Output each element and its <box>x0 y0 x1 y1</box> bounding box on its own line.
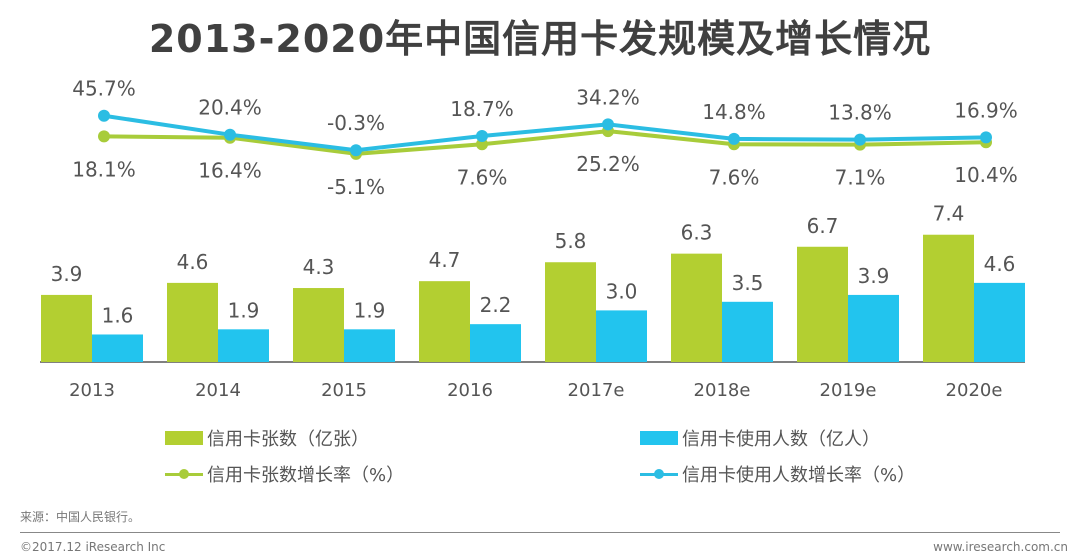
line-data-label: 7.1% <box>835 166 886 190</box>
bar-data-label: 3.0 <box>606 279 638 303</box>
bar-data-label: 4.6 <box>984 252 1016 276</box>
legend-swatch-line <box>640 467 678 481</box>
line-data-label: 16.4% <box>198 159 262 183</box>
bar-user-count <box>470 324 521 362</box>
bar-user-count <box>92 334 143 362</box>
bar-user-count <box>344 329 395 362</box>
line-card-growth <box>103 129 987 156</box>
line-data-label: 34.2% <box>576 85 640 109</box>
point-card-growth <box>98 130 110 143</box>
legend-label: 信用卡使用人数（亿人） <box>682 429 880 450</box>
bar-data-label: 6.7 <box>807 214 839 238</box>
bar-data-label: 1.9 <box>228 298 260 322</box>
line-data-label: 18.7% <box>450 97 514 121</box>
point-card-growth <box>476 138 488 151</box>
line-user-growth <box>103 113 987 153</box>
line-data-label: 20.4% <box>198 96 262 120</box>
website-link[interactable]: www.iresearch.com.cn <box>933 540 1068 554</box>
point-user-growth <box>476 129 488 142</box>
legend-item-card-growth: 信用卡张数增长率（%） <box>165 461 404 487</box>
legend-label: 信用卡张数增长率（%） <box>207 465 405 486</box>
bar-user-count <box>596 310 647 362</box>
legend-label: 信用卡张数（亿张） <box>207 429 369 450</box>
legend-item-user-growth: 信用卡使用人数增长率（%） <box>640 461 915 487</box>
x-tick-label: 2013 <box>69 380 115 401</box>
line-data-label: 45.7% <box>72 77 136 101</box>
source-note: 来源：中国人民银行。 <box>20 510 141 524</box>
point-user-growth <box>98 109 110 122</box>
x-tick-label: 2017e <box>568 380 625 401</box>
chart-title: 2013-2020年中国信用卡发规模及增长情况 <box>148 17 932 61</box>
point-user-growth <box>854 133 866 146</box>
line-data-label: -5.1% <box>327 175 385 199</box>
x-tick-label: 2018e <box>694 380 751 401</box>
bar-data-label: 3.9 <box>858 264 890 288</box>
bar-card-count <box>923 234 974 362</box>
bar-card-count <box>41 294 92 362</box>
bar-user-count <box>722 301 773 362</box>
bar-user-count <box>848 294 899 362</box>
footer-divider <box>20 532 1060 533</box>
point-user-growth <box>224 128 236 141</box>
bar-data-label: 3.5 <box>732 271 764 295</box>
legend-swatch-bar <box>165 431 203 445</box>
line-data-label: 16.9% <box>954 98 1018 122</box>
bar-data-label: 3.9 <box>51 262 83 286</box>
bar-data-label: 1.9 <box>354 298 386 322</box>
copyright: ©2017.12 iResearch Inc <box>20 540 166 554</box>
line-data-label: 13.8% <box>828 101 892 125</box>
line-data-label: -0.3% <box>327 111 385 135</box>
bar-data-label: 4.7 <box>429 248 461 272</box>
bar-data-label: 4.6 <box>177 250 209 274</box>
legend-item-card-count: 信用卡张数（亿张） <box>165 425 369 451</box>
x-tick-label: 2020e <box>946 380 1003 401</box>
bar-data-label: 7.4 <box>933 202 965 226</box>
bar-card-count <box>671 253 722 362</box>
bar-card-count <box>419 281 470 362</box>
line-data-label: 7.6% <box>457 165 508 189</box>
legend-swatch-line <box>165 467 203 481</box>
point-user-growth <box>350 144 362 157</box>
point-user-growth <box>728 132 740 145</box>
line-data-label: 25.2% <box>576 152 640 176</box>
bar-data-label: 4.3 <box>303 255 335 279</box>
x-tick-label: 2015 <box>321 380 367 401</box>
line-data-label: 7.6% <box>709 165 760 189</box>
bar-user-count <box>218 329 269 362</box>
line-data-label: 14.8% <box>702 100 766 124</box>
line-data-label: 10.4% <box>954 163 1018 187</box>
bar-card-count <box>293 288 344 362</box>
point-user-growth <box>980 131 992 144</box>
bar-data-label: 1.6 <box>102 303 134 327</box>
bar-card-count <box>797 246 848 362</box>
chart-area: 3.9 4.6 4.3 4.7 5.8 6.3 6.7 7.4 1.6 1.9 1.9 2.2 3.0 3… <box>40 77 1025 401</box>
bar-card-count <box>545 262 596 362</box>
line-data-label: 18.1% <box>72 157 136 181</box>
x-tick-label: 2014 <box>195 380 241 401</box>
bar-data-label: 6.3 <box>681 221 713 245</box>
legend-item-user-count: 信用卡使用人数（亿人） <box>640 425 880 451</box>
bar-user-count <box>974 282 1025 362</box>
legend-label: 信用卡使用人数增长率（%） <box>682 465 916 486</box>
bar-data-label: 5.8 <box>555 229 587 253</box>
bar-card-count <box>167 282 218 362</box>
point-user-growth <box>602 118 614 131</box>
legend-swatch-bar <box>640 431 678 445</box>
x-tick-label: 2016 <box>447 380 493 401</box>
x-tick-label: 2019e <box>820 380 877 401</box>
bar-data-label: 2.2 <box>480 293 512 317</box>
